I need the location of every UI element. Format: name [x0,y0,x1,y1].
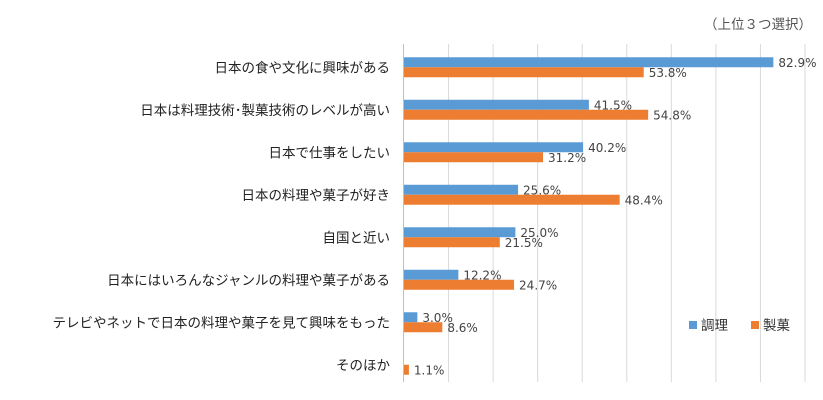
bar-confectionery [404,152,544,163]
legend-swatch-confectionery [751,321,759,329]
bars: 82.9% 53.8% 41.5% 54.8% 40.2%31.2% 25.6% 48.4%… [404,56,816,377]
legend-label: 調理 [701,318,729,334]
bar-cooking [404,269,459,280]
data-label: 1.1% [414,363,445,377]
data-label: 82.9% [778,56,816,70]
bar-cooking [404,99,589,110]
legend-swatch-cooking [689,321,697,329]
bar-confectionery [404,364,409,375]
bar-confectionery [404,194,620,205]
data-label: 31.2% [548,151,586,165]
category-label: テレビやネットで日本の料理や菓子を見て興味をもった [53,315,391,331]
bar-confectionery [404,109,649,120]
category-label: 日本で仕事をしたい [269,145,391,161]
bar-confectionery [404,322,443,333]
data-label: 41.5% [594,98,632,112]
bar-cooking [404,312,418,323]
selection-note: （上位３つ選択） [704,17,812,33]
data-label: 25.6% [523,183,561,197]
data-label: 8.6% [447,321,478,335]
data-label: 40.2% [588,141,626,155]
data-label: 12.2% [463,268,501,282]
data-label: 21.5% [505,236,543,250]
category-label: 日本にはいろんなジャンルの料理や菓子がある [107,273,390,289]
category-label: そのほか [336,358,390,374]
gridlines [448,44,806,382]
bar-cooking [404,184,519,195]
legend-label: 製菓 [763,318,791,334]
category-label: 自国と近い [323,230,391,246]
legend: 調理 製菓 [689,318,791,334]
category-label: 日本の食や文化に興味がある [215,59,391,76]
bar-cooking [404,142,584,153]
bar-confectionery [404,237,500,248]
category-labels: 日本の食や文化に興味がある日本は料理技術･製菓技術のレベルが高い日本で仕事をした… [53,59,391,374]
data-label: 54.8% [653,108,691,122]
data-label: 53.8% [649,66,687,80]
data-label: 3.0% [422,311,453,325]
bar-cooking [404,227,516,238]
data-label: 25.0% [520,226,558,240]
bar-confectionery [404,279,515,290]
data-label: 24.7% [519,278,557,292]
data-label: 48.4% [625,193,663,207]
bar-confectionery [404,67,644,78]
category-label: 日本は料理技術･製菓技術のレベルが高い [140,102,390,119]
category-label: 日本の料理や菓子が好き [242,188,391,204]
bar-cooking [404,57,774,68]
